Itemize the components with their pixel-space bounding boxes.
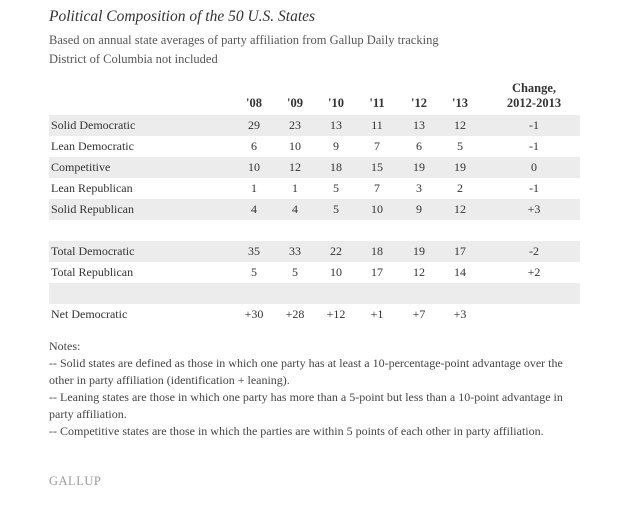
table-cell: 4	[292, 202, 298, 216]
row-label: Net Democratic	[51, 307, 128, 321]
table-row: Total Republican 5 5 10 17 12 14 +2	[49, 262, 580, 283]
table-cell: 5	[333, 202, 339, 216]
table-cell: +28	[285, 307, 305, 321]
year-column-header: '13	[452, 96, 468, 110]
table-cell: 5	[457, 139, 463, 153]
table-row: Net Democratic +30 +28 +12 +1 +7 +3	[49, 304, 580, 325]
table-row	[49, 220, 580, 241]
change-cell: -1	[529, 118, 539, 132]
table-cell: 1	[251, 181, 257, 195]
table-row: Lean Republican 1 1 5 7 3 2 -1	[49, 178, 580, 199]
note-line: -- Leaning states are those in which one…	[49, 390, 563, 421]
table-cell: 18	[330, 160, 342, 174]
table-cell: 17	[454, 244, 466, 258]
table-cell: 10	[248, 160, 260, 174]
table-cell: 7	[374, 139, 380, 153]
table-cell: 4	[251, 202, 257, 216]
change-cell: +2	[527, 265, 541, 279]
table-cell: 5	[251, 265, 257, 279]
change-cell: -1	[529, 139, 539, 153]
table-cell: 7	[374, 181, 380, 195]
chart-subtitle: Based on annual state averages of party …	[49, 33, 439, 47]
table-cell: 14	[454, 265, 466, 279]
table-cell: 1	[292, 181, 298, 195]
table-cell: 15	[371, 160, 383, 174]
year-column-header: '10	[328, 96, 344, 110]
change-cell: 0	[531, 160, 537, 174]
change-column-header: Change, 2012-2013	[488, 81, 580, 111]
table-cell: 11	[371, 118, 383, 132]
table-cell: 13	[330, 118, 342, 132]
table-cell: 10	[371, 202, 383, 216]
row-label: Competitive	[51, 160, 111, 174]
table-cell: 10	[330, 265, 342, 279]
note-line: -- Competitive states are those in which…	[49, 424, 544, 438]
gallup-logo: GALLUP	[49, 474, 102, 488]
year-column-header: '09	[287, 96, 303, 110]
table-cell: 12	[413, 265, 425, 279]
table-cell: 35	[248, 244, 260, 258]
row-label: Total Republican	[51, 265, 134, 279]
table-row: Lean Democratic 6 10 9 7 6 5 -1	[49, 136, 580, 157]
row-label: Lean Republican	[51, 181, 133, 195]
table-row: Solid Republican 4 4 5 10 9 12 +3	[49, 199, 580, 220]
table-cell: +7	[412, 307, 426, 321]
table-cell: 10	[289, 139, 301, 153]
table-cell: 2	[457, 181, 463, 195]
table-row: Solid Democratic 29 23 13 11 13 12 -1	[49, 115, 580, 136]
table-cell: 5	[292, 265, 298, 279]
table-cell: 22	[330, 244, 342, 258]
chart-subtitle-note: District of Columbia not included	[49, 52, 218, 66]
table-cell: 18	[371, 244, 383, 258]
table-cell: 3	[416, 181, 422, 195]
table-cell: +30	[244, 307, 264, 321]
table-cell: 12	[289, 160, 301, 174]
notes-heading: Notes:	[49, 339, 81, 353]
table-cell: 5	[333, 181, 339, 195]
table-cell: 9	[333, 139, 339, 153]
data-table: Change, 2012-2013 '08 '09 '10 '11 '12 '13 Sol…	[49, 81, 580, 325]
change-header-line-2: 2012-2013	[506, 96, 562, 110]
table-cell: 6	[416, 139, 422, 153]
table-cell: +1	[370, 307, 384, 321]
table-cell: 13	[413, 118, 425, 132]
change-cell: -1	[529, 181, 539, 195]
table-cell: 12	[454, 202, 466, 216]
table-cell: 23	[289, 118, 301, 132]
table-cell: 19	[454, 160, 466, 174]
table-row: Total Democratic 35 33 22 18 19 17 -2	[49, 241, 580, 262]
table-cell: 29	[248, 118, 260, 132]
year-column-header: '12	[411, 96, 427, 110]
row-label: Solid Republican	[51, 202, 134, 216]
note-line: -- Solid states are defined as those in …	[49, 356, 563, 387]
table-cell: 17	[371, 265, 383, 279]
change-cell: +3	[527, 202, 541, 216]
table-cell: 19	[413, 244, 425, 258]
table-cell: 12	[454, 118, 466, 132]
year-column-header: '08	[246, 96, 262, 110]
table-row: Competitive 10 12 18 15 19 19 0	[49, 157, 580, 178]
table-cell: 6	[251, 139, 257, 153]
notes-section: Notes: -- Solid states are defined as th…	[49, 338, 589, 440]
table-body: Solid Democratic 29 23 13 11 13 12 -1 Lean Democ…	[49, 115, 580, 325]
row-label: Solid Democratic	[51, 118, 136, 132]
table-cell: 19	[413, 160, 425, 174]
table-cell: 9	[416, 202, 422, 216]
chart-title: Political Composition of the 50 U.S. Sta…	[49, 8, 316, 25]
table-cell: 33	[289, 244, 301, 258]
change-header-line-1: Change,	[511, 81, 557, 95]
row-label: Total Democratic	[51, 244, 135, 258]
row-label: Lean Democratic	[51, 139, 134, 153]
table-row	[49, 283, 580, 304]
change-cell: -2	[529, 244, 539, 258]
year-column-header: '11	[369, 96, 385, 110]
table-cell: +12	[326, 307, 346, 321]
table-cell: +3	[453, 307, 467, 321]
table-header: Change, 2012-2013 '08 '09 '10 '11 '12 '13	[49, 81, 580, 115]
